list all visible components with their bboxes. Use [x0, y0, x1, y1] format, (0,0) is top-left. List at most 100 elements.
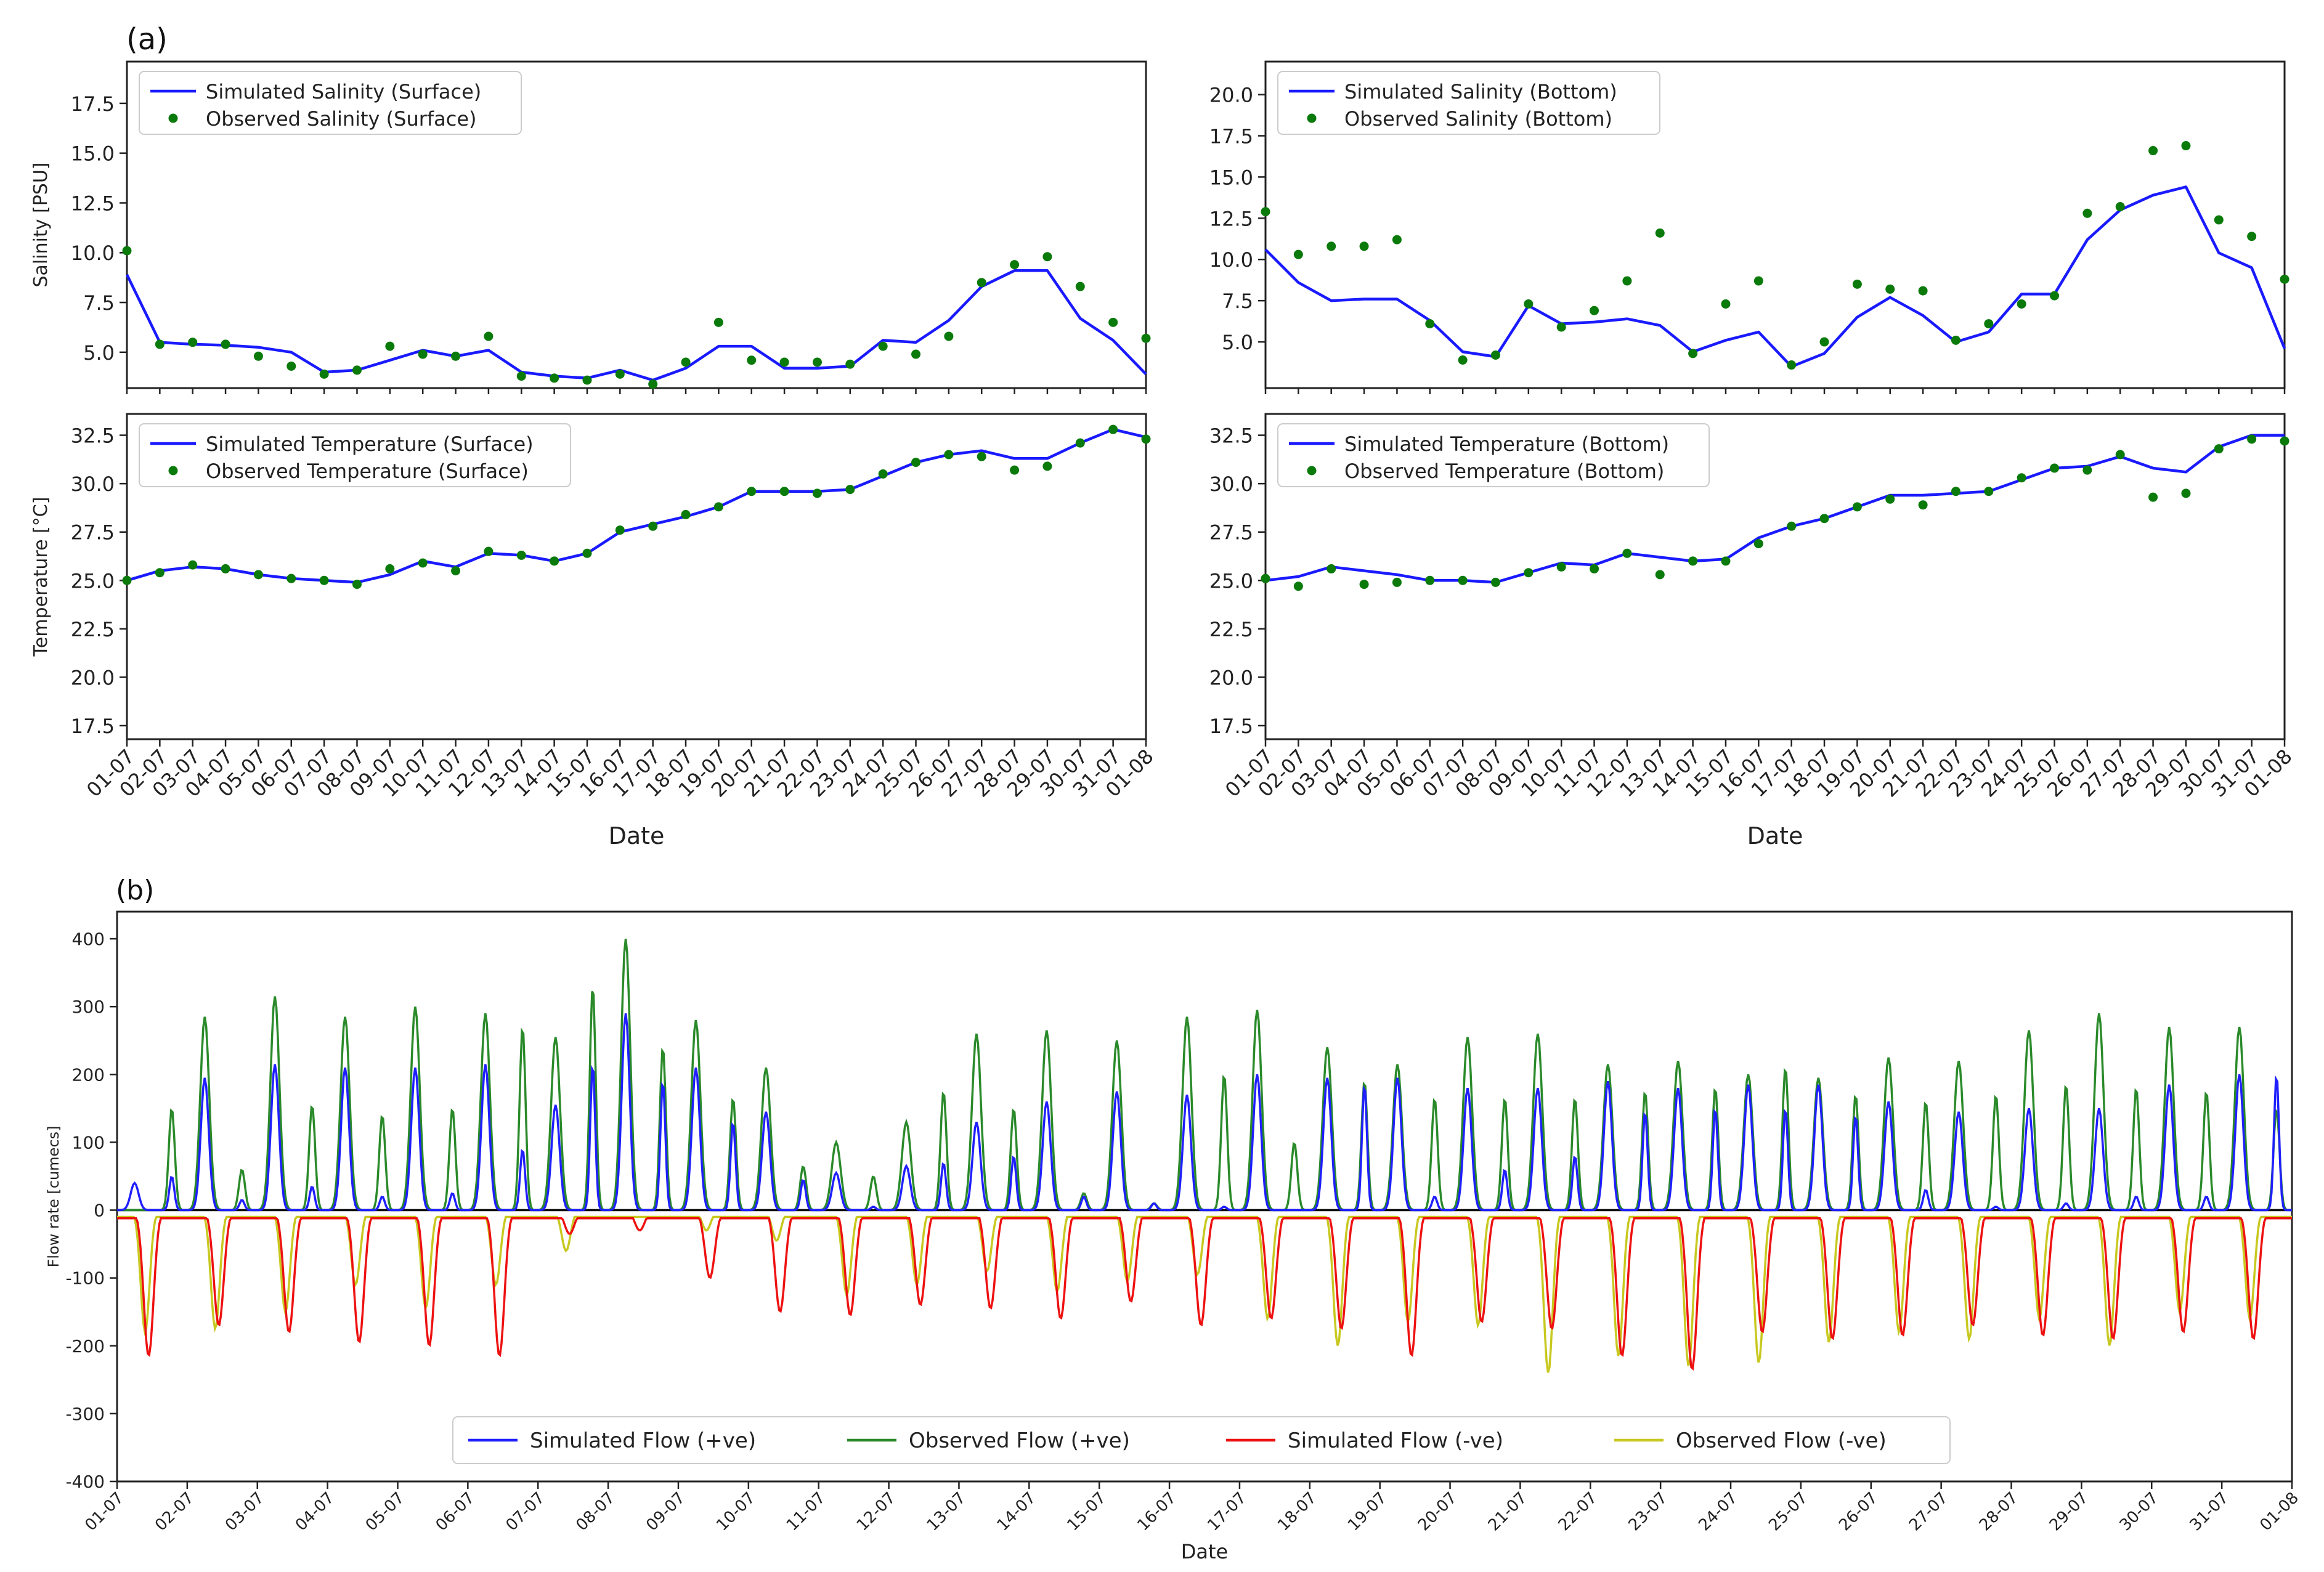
simulated-flow-neg-line	[117, 1217, 2292, 1371]
chart-temperature-bottom: 17.520.022.525.027.530.032.501-0702-0703…	[1209, 413, 2297, 849]
x-tick-label: 09-07	[643, 1489, 689, 1535]
observed-point	[1293, 249, 1303, 259]
observed-point	[615, 525, 625, 535]
observed-point	[2050, 463, 2060, 473]
observed-point	[1622, 548, 1632, 558]
x-tick-label: 23-07	[1625, 1489, 1671, 1535]
observed-point	[1819, 514, 1829, 524]
x-tick-label: 10-07	[713, 1489, 759, 1535]
observed-point	[1524, 299, 1534, 309]
legend-box	[452, 1416, 1951, 1464]
observed-flow-neg-line	[117, 1215, 2292, 1373]
observed-point	[1688, 556, 1698, 566]
observed-point	[2214, 444, 2224, 454]
chart-flow-rate: -400 -300 -200 -100 0 100 200 300 400 01-07 02-07 0…	[45, 910, 2302, 1563]
observed-point	[550, 556, 559, 566]
observed-flow-pos-line	[117, 938, 2293, 1212]
legend-label: Simulated Temperature (Surface)	[206, 432, 534, 456]
observed-point	[1688, 349, 1698, 359]
observed-point	[648, 379, 658, 389]
observed-point	[188, 338, 198, 347]
observed-point	[484, 331, 494, 341]
observed-point	[812, 357, 822, 367]
y-tick-label: 0	[94, 1201, 105, 1221]
simulated-flow-pos-line	[117, 1013, 2292, 1212]
observed-point	[418, 349, 428, 359]
observed-point	[2181, 488, 2191, 498]
observed-point	[1590, 306, 1599, 315]
observed-point	[2115, 202, 2125, 212]
observed-point	[2017, 473, 2026, 483]
observed-point	[845, 485, 855, 495]
observed-point	[1141, 333, 1151, 343]
observed-point	[1458, 575, 1468, 585]
x-tick-label: 29-07	[2046, 1489, 2092, 1535]
legend-box	[1277, 71, 1660, 135]
observed-point	[1918, 286, 1928, 296]
y-tick-label: 15.0	[1209, 166, 1253, 189]
observed-point	[286, 361, 296, 371]
observed-point	[188, 560, 198, 570]
observed-point	[1392, 235, 1402, 245]
observed-point	[319, 369, 329, 379]
observed-point	[1787, 360, 1797, 370]
y-tick-label: 400	[72, 929, 105, 949]
legend-label: Simulated Flow (+ve)	[530, 1428, 756, 1453]
observed-point	[911, 349, 921, 359]
x-tick-label: 20-07	[1415, 1489, 1461, 1535]
y-tick-label: 17.5	[71, 92, 115, 116]
observed-point	[1359, 241, 1369, 251]
x-tick-label: 25-07	[1765, 1489, 1811, 1535]
observed-point	[2280, 274, 2289, 284]
x-tick-label: 01-08	[2256, 1489, 2302, 1535]
observed-point	[1261, 573, 1270, 583]
observed-point	[1655, 570, 1665, 580]
y-tick-label: -300	[65, 1404, 105, 1424]
observed-point	[747, 355, 757, 365]
legend-box	[139, 71, 522, 135]
y-tick-label: 5.0	[83, 341, 115, 365]
observed-point	[1490, 577, 1500, 587]
observed-point	[648, 521, 658, 531]
observed-point	[550, 373, 559, 383]
observed-point	[2247, 232, 2257, 241]
y-axis-label: Salinity [PSU]	[30, 163, 52, 288]
y-axis-label: Temperature [°C]	[30, 497, 52, 657]
x-tick-label: 12-07	[853, 1489, 900, 1535]
y-tick-label: 7.5	[83, 291, 115, 315]
x-tick-label: 13-07	[924, 1489, 970, 1535]
observed-point	[1392, 577, 1402, 587]
x-tick-label: 15-07	[1063, 1489, 1110, 1535]
observed-point	[878, 469, 888, 479]
observed-point	[812, 488, 822, 498]
observed-point	[1042, 252, 1052, 262]
observed-point	[1075, 282, 1085, 291]
y-tick-label: 100	[72, 1132, 105, 1153]
y-tick-label: 30.0	[71, 472, 115, 496]
x-tick-label: 08-07	[572, 1489, 619, 1535]
observed-point	[779, 487, 789, 496]
observed-point	[1753, 276, 1763, 286]
x-tick-label: 01-07	[81, 1489, 128, 1535]
x-tick-label: 31-07	[2186, 1489, 2232, 1535]
simulated-line	[126, 427, 1147, 584]
x-tick-label: 04-07	[292, 1489, 338, 1535]
observed-point	[253, 570, 263, 580]
observed-point	[221, 564, 230, 573]
y-tick-label: 10.0	[71, 241, 115, 265]
y-tick-label: 30.0	[1209, 472, 1253, 496]
observed-point	[155, 568, 165, 578]
observed-point	[451, 566, 461, 576]
observed-point	[681, 357, 691, 367]
observed-point	[582, 548, 592, 558]
observed-point	[1918, 500, 1928, 510]
simulated-line	[125, 269, 1147, 382]
observed-point	[1590, 564, 1599, 573]
legend-label: Observed Temperature (Surface)	[206, 460, 529, 483]
observed-point	[1721, 556, 1731, 566]
observed-point	[977, 452, 986, 461]
observed-point	[911, 458, 921, 468]
legend-label: Observed Salinity (Surface)	[206, 107, 477, 131]
y-tick-label: 12.5	[1209, 207, 1253, 230]
y-tick-label: -200	[65, 1336, 105, 1356]
